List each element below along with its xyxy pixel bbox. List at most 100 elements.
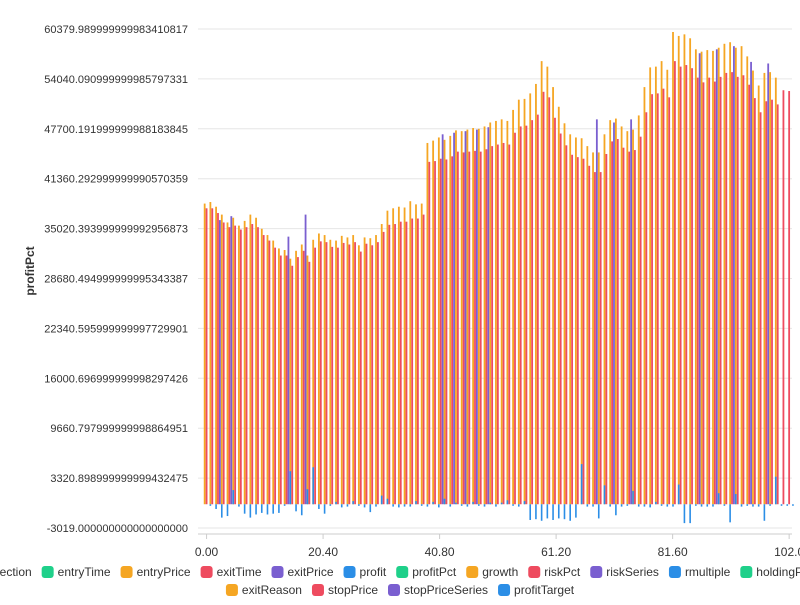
bar-growth: [317, 233, 320, 505]
bar-rmultiple: [506, 500, 509, 505]
bar-rmultiple: [340, 504, 343, 508]
bar-riskPct: [257, 227, 259, 505]
bar-growth: [306, 255, 309, 505]
bar-riskPct: [753, 98, 756, 505]
bar-riskPct: [628, 151, 631, 505]
bar-riskPct: [399, 221, 402, 505]
legend-swatch-holdingPeriod: [740, 566, 753, 578]
bar-riskPct: [394, 224, 396, 505]
bar-rmultiple: [415, 501, 417, 505]
bar-rmultiple: [609, 504, 611, 507]
bar-growth: [283, 250, 286, 505]
bar-growth: [466, 129, 469, 505]
legend-item-rmultiple: rmultiple: [685, 565, 731, 579]
bar-riskSeries: [750, 61, 752, 505]
bar-rmultiple: [523, 501, 526, 505]
bar-growth: [357, 245, 360, 505]
bar-rmultiple: [757, 504, 760, 507]
bar-growth: [455, 130, 457, 505]
bar-growth: [232, 217, 235, 505]
bar-rmultiple: [272, 504, 274, 514]
bar-riskPct: [771, 99, 773, 505]
bar-rmultiple: [449, 504, 452, 507]
bar-growth: [352, 235, 355, 505]
bar-riskPct: [456, 151, 459, 505]
bar-rmultiple: [432, 501, 434, 505]
bar-growth: [723, 43, 726, 505]
bar-rmultiple: [220, 504, 223, 518]
bar-riskPct: [234, 225, 237, 505]
bar-riskSeries: [767, 63, 770, 505]
y-tick-label: 16000.696999999998297426: [44, 373, 188, 385]
bar-riskPct: [359, 251, 362, 505]
bar-rmultiple: [735, 494, 737, 505]
bar-rmultiple: [615, 504, 617, 516]
bar-rmultiple: [255, 504, 257, 515]
bar-riskPct: [559, 133, 562, 505]
bar-riskPct: [285, 255, 288, 505]
bar-riskPct: [776, 104, 779, 505]
bar-growth: [209, 201, 212, 505]
bar-growth: [449, 135, 452, 505]
bar-riskPct: [405, 221, 408, 505]
bar-rmultiple: [289, 471, 292, 505]
bar-riskPct: [731, 72, 733, 505]
bar-riskPct: [262, 235, 265, 505]
bar-riskPct: [479, 151, 482, 505]
x-tick-label: 102.0: [774, 545, 800, 559]
bar-riskPct: [742, 75, 745, 505]
bar-growth: [500, 119, 503, 505]
bar-growth: [557, 106, 560, 505]
bar-growth: [523, 98, 526, 505]
bar-growth: [603, 134, 606, 505]
bar-growth: [278, 248, 280, 505]
bar-growth: [215, 206, 217, 505]
bar-rmultiple: [586, 504, 589, 507]
bar-riskPct: [691, 68, 693, 505]
bar-riskSeries: [453, 132, 455, 505]
bar-growth: [443, 139, 446, 505]
bar-growth: [752, 70, 754, 505]
bar-rmultiple: [740, 504, 743, 507]
bar-rmultiple: [358, 504, 360, 506]
bar-riskPct: [377, 242, 379, 505]
bar-growth: [323, 235, 326, 505]
legend-swatch-entryTime: [41, 566, 54, 578]
bar-riskPct: [554, 117, 556, 505]
bar-rmultiple: [632, 490, 634, 505]
bar-rmultiple: [677, 484, 680, 505]
bar-riskPct: [605, 153, 608, 505]
bar-growth: [592, 152, 594, 505]
bar-rmultiple: [380, 495, 383, 505]
bar-rmultiple: [775, 476, 777, 505]
bar-growth: [757, 85, 760, 505]
bar-growth: [563, 123, 566, 505]
bar-riskPct: [434, 161, 436, 505]
bar-rmultiple: [409, 504, 412, 507]
bar-rmultiple: [249, 504, 252, 518]
bar-riskPct: [702, 82, 705, 505]
bar-rmultiple: [318, 504, 320, 509]
bar-riskPct: [736, 76, 739, 505]
bar-riskPct: [382, 231, 385, 505]
bar-growth: [575, 137, 577, 505]
bar-growth: [614, 118, 617, 505]
bar-rmultiple: [563, 504, 566, 520]
y-tick-label: 41360.292999999990570359: [44, 174, 188, 186]
bar-growth: [740, 46, 743, 505]
bar-rmultiple: [643, 504, 646, 507]
bar-rmultiple: [695, 504, 697, 506]
bar-growth: [460, 131, 463, 505]
bar-rmultiple: [375, 504, 377, 507]
bar-rmultiple: [729, 504, 731, 523]
bar-riskPct: [565, 145, 568, 505]
y-tick-label: 60379.989999999983410817: [44, 24, 188, 36]
bar-rmultiple: [529, 504, 532, 520]
bar-rmultiple: [466, 504, 469, 507]
legend-item-entryTime: entryTime: [58, 565, 111, 579]
bar-riskPct: [308, 261, 311, 505]
bar-riskPct: [645, 112, 648, 505]
bar-riskPct: [765, 101, 768, 505]
legend-item-exitTime: exitTime: [217, 565, 262, 579]
